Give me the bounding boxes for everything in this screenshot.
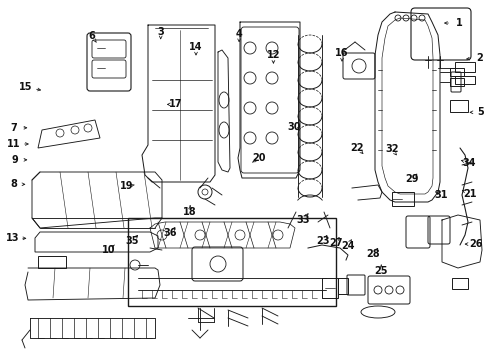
Text: 26: 26 [469,239,483,249]
Text: 17: 17 [169,99,182,109]
Text: 2: 2 [476,53,483,63]
Text: 35: 35 [125,236,139,246]
Text: 23: 23 [317,236,330,246]
Text: 32: 32 [385,144,399,154]
Text: 4: 4 [236,29,243,39]
Text: 20: 20 [252,153,266,163]
Text: 16: 16 [335,48,349,58]
Text: 25: 25 [374,266,388,276]
Text: 19: 19 [120,181,133,192]
Text: 33: 33 [296,215,310,225]
Bar [450,68,464,76]
Bar [322,278,338,298]
Text: 1: 1 [456,18,463,28]
Bar [452,278,468,289]
Text: 22: 22 [350,143,364,153]
Text: 36: 36 [164,228,177,238]
Text: 12: 12 [267,50,280,60]
Bar [338,278,348,294]
Bar [128,218,336,306]
Text: 30: 30 [287,122,301,132]
Text: 27: 27 [329,238,343,248]
Text: 31: 31 [434,190,448,200]
Text: 13: 13 [5,233,19,243]
Text: 15: 15 [19,82,32,92]
Text: 3: 3 [157,27,164,37]
Text: 7: 7 [10,123,17,133]
Bar [455,62,475,72]
Text: 21: 21 [464,189,477,199]
Text: 11: 11 [7,139,21,149]
Bar [455,76,475,84]
Bar [450,100,468,112]
Bar [450,78,464,86]
Text: 14: 14 [189,42,203,52]
Text: 24: 24 [341,240,355,251]
Bar [392,192,414,206]
Text: 29: 29 [405,174,418,184]
Text: 8: 8 [10,179,17,189]
Text: 34: 34 [463,158,476,168]
Bar [38,256,66,268]
Text: 5: 5 [477,107,484,117]
Text: 10: 10 [102,245,116,255]
Text: 28: 28 [367,249,380,259]
Text: 9: 9 [11,155,18,165]
Text: 18: 18 [183,207,197,217]
Text: 6: 6 [89,31,96,41]
